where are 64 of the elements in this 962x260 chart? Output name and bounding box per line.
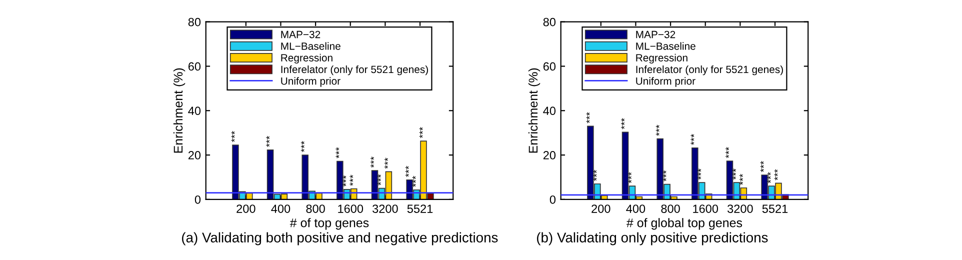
data-label: ***: [656, 124, 660, 136]
y-tick-label: 60: [543, 62, 556, 71]
data-label: ***: [266, 136, 270, 147]
y-tick-label: 60: [188, 62, 201, 71]
x-tick-label: 5521: [762, 204, 788, 213]
legend-label: Uniform prior: [281, 77, 340, 87]
data-label: ***: [370, 156, 374, 168]
x-tick-label: 200: [592, 204, 610, 213]
x-axis-title: # of global top genes: [626, 218, 742, 230]
x-tick-label: 200: [236, 204, 256, 213]
data-label: ***: [300, 141, 304, 152]
y-tick-label: 40: [188, 106, 201, 116]
legend-label: ML−Baseline: [281, 42, 340, 50]
legend-label: MAP−32: [636, 30, 676, 38]
y-axis-title: Enrichment (%): [173, 68, 186, 153]
data-label: ***: [628, 172, 632, 184]
x-tick-label: 1600: [338, 204, 364, 213]
x-axis-title: # of top genes: [290, 218, 369, 230]
legend-label: MAP−32: [281, 30, 320, 38]
data-label: ***: [378, 174, 381, 186]
y-tick-label: 0: [550, 195, 556, 204]
data-label: ***: [690, 134, 694, 145]
data-label: ***: [732, 168, 736, 180]
data-label: ***: [384, 158, 388, 169]
text: (b) Validating only positive predictions: [536, 232, 768, 246]
x-tick-label: 800: [306, 204, 325, 213]
legend-label: Regression: [636, 54, 688, 64]
data-label: ***: [760, 161, 764, 172]
data-label: ***: [412, 176, 416, 187]
text: (a) Validating both positive and negative predictions: [182, 232, 498, 246]
x-tick-label: 1600: [693, 204, 718, 213]
legend-label: Regression: [281, 54, 332, 64]
x-tick-label: 3200: [728, 204, 753, 213]
data-label: ***: [350, 174, 354, 186]
data-label: ***: [586, 112, 590, 124]
x-tick-label: 3200: [372, 204, 398, 213]
x-tick-label: 400: [626, 204, 646, 213]
y-tick-label: 40: [543, 106, 556, 116]
data-label: ***: [405, 166, 409, 177]
legend-label: ML−Baseline: [636, 42, 696, 50]
data-label: ***: [774, 169, 778, 180]
y-tick-label: 20: [188, 151, 201, 160]
x-tick-label: 800: [661, 204, 680, 213]
legend-label: Uniform prior: [636, 77, 696, 87]
y-axis-title: Enrichment (%): [528, 68, 540, 153]
y-tick-label: 80: [543, 18, 556, 26]
data-label: ***: [739, 174, 743, 185]
x-tick-label: 400: [271, 204, 290, 213]
legend-label: Inferelator (only for 5521 genes): [636, 65, 783, 76]
data-label: ***: [767, 172, 771, 184]
y-tick-label: 0: [194, 195, 201, 204]
y-tick-label: 20: [543, 151, 556, 160]
data-label: ***: [698, 168, 702, 180]
data-label: ***: [662, 170, 666, 182]
data-label: ***: [419, 127, 423, 138]
data-label: ***: [621, 118, 625, 130]
y-tick-label: 80: [188, 18, 201, 26]
data-label: ***: [593, 170, 597, 181]
x-tick-label: 5521: [407, 204, 433, 213]
data-label: ***: [726, 147, 729, 158]
data-label: ***: [336, 147, 340, 158]
data-label: ***: [231, 131, 235, 142]
data-label: ***: [342, 175, 346, 186]
legend-label: Inferelator (only for 5521 genes): [281, 65, 428, 76]
